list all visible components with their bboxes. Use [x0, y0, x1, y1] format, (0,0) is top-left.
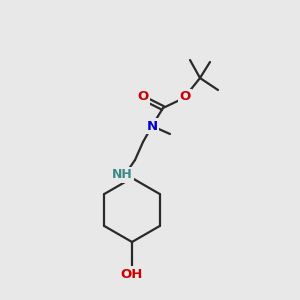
Text: OH: OH — [121, 268, 143, 281]
Text: O: O — [137, 91, 148, 103]
Text: N: N — [146, 119, 158, 133]
Text: NH: NH — [112, 169, 132, 182]
Text: O: O — [179, 91, 191, 103]
